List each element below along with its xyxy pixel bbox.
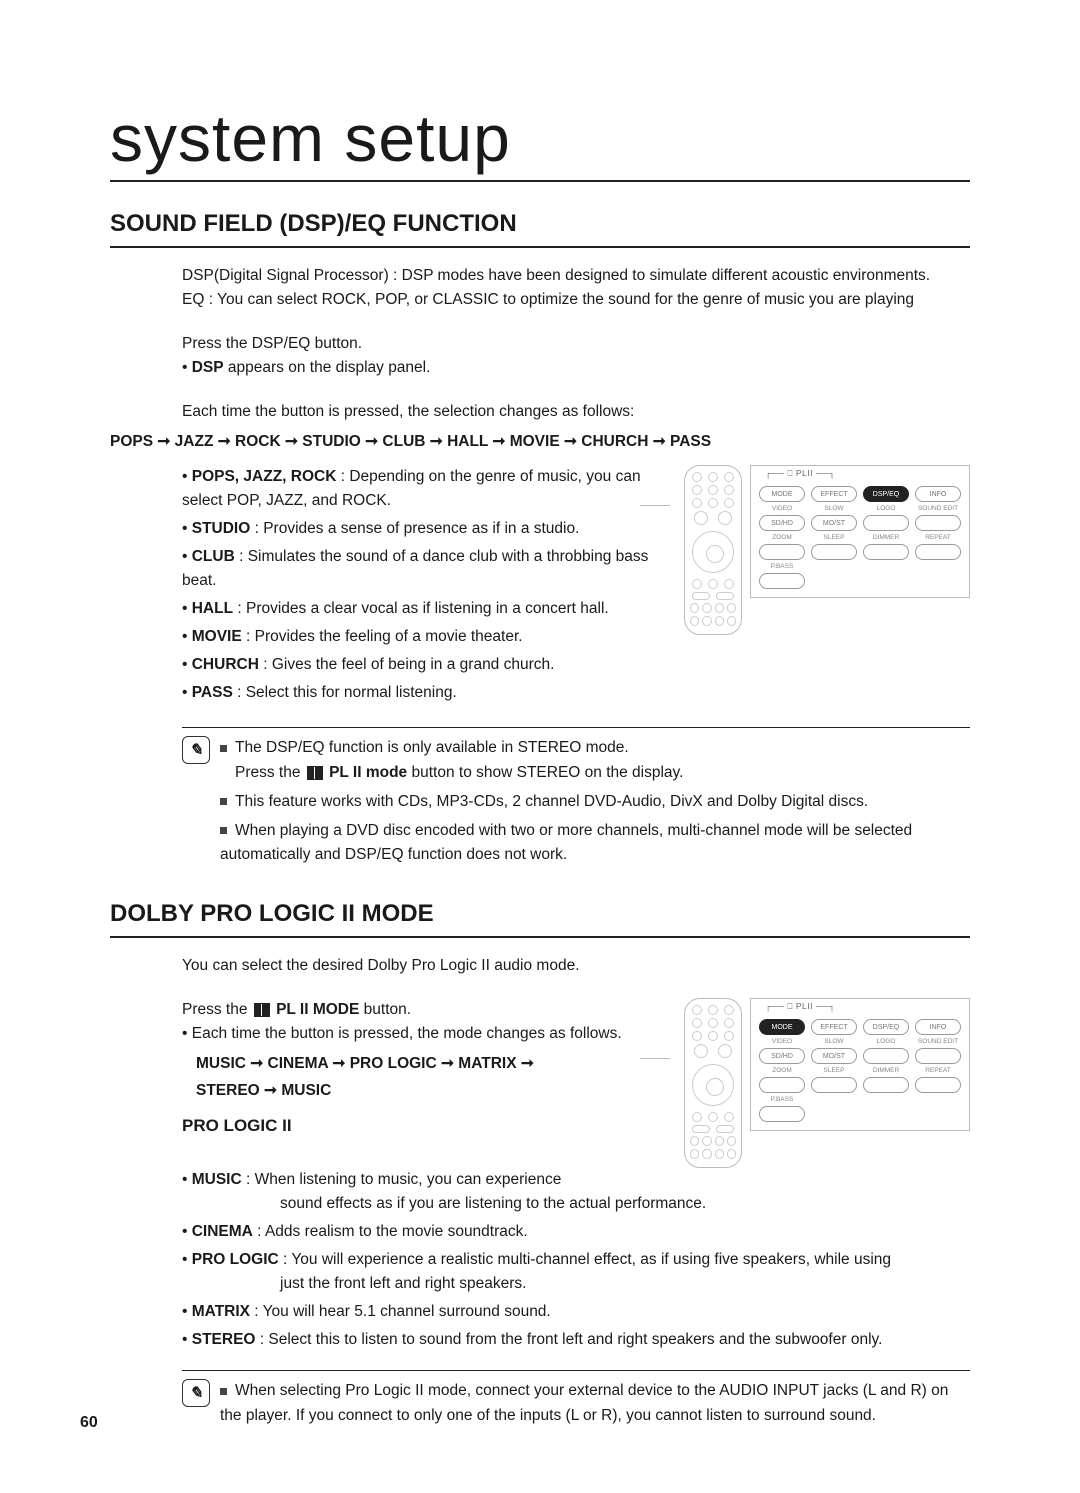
remote-illustration — [684, 998, 742, 1168]
intro-text-2: EQ : You can select ROCK, POP, or CLASSI… — [182, 288, 970, 312]
dolby-intro: You can select the desired Dolby Pro Log… — [182, 954, 970, 978]
mode-item: • STEREO : Select this to listen to soun… — [182, 1328, 970, 1352]
dolby-icon — [254, 1003, 270, 1017]
mode-item: • MATRIX : You will hear 5.1 channel sur… — [182, 1300, 970, 1324]
remote-button: INFO — [915, 486, 961, 502]
remote-button — [915, 1077, 961, 1093]
remote-button — [915, 1048, 961, 1064]
mode-item: • MOVIE : Provides the feeling of a movi… — [182, 625, 654, 649]
page-title: system setup — [110, 100, 970, 182]
step-text: Press the DSP/EQ button. — [182, 332, 970, 356]
remote-button: MODE — [759, 1019, 805, 1035]
zoom-bracket: ┌── ⎕ PLII ──┐ — [765, 1001, 835, 1012]
section-heading-dsp: SOUND FIELD (DSP)/EQ FUNCTION — [110, 210, 970, 248]
remote-illustration — [684, 465, 742, 635]
sub-heading-prologic: PRO LOGIC II — [182, 1116, 654, 1136]
page-number: 60 — [80, 1414, 98, 1432]
remote-zoom-panel-1: ┌── ⎕ PLII ──┐ MODEEFFECTDSP/EQINFOVIDEO… — [750, 465, 970, 598]
remote-button — [863, 1077, 909, 1093]
zoom-bracket: ┌── ⎕ PLII ──┐ — [765, 468, 835, 479]
remote-button — [863, 1048, 909, 1064]
leader-line — [640, 1058, 670, 1059]
remote-button: SD/HD — [759, 1048, 805, 1064]
note-item: When selecting Pro Logic II mode, connec… — [220, 1379, 970, 1429]
remote-button: SD/HD — [759, 515, 805, 531]
seq2-line2: STEREO ➞ MUSIC — [196, 1081, 654, 1100]
remote-button: DSP/EQ — [863, 1019, 909, 1035]
mode-item: • HALL : Provides a clear vocal as if li… — [182, 597, 654, 621]
mode-item: • PASS : Select this for normal listenin… — [182, 681, 654, 705]
each-time-text: Each time the button is pressed, the sel… — [182, 400, 970, 424]
remote-zoom-panel-2: ┌── ⎕ PLII ──┐ MODEEFFECTDSP/EQINFOVIDEO… — [750, 998, 970, 1131]
remote-button — [863, 544, 909, 560]
remote-button — [759, 1077, 805, 1093]
remote-button: MO/ST — [811, 515, 857, 531]
mode-sequence: POPS ➞ JAZZ ➞ ROCK ➞ STUDIO ➞ CLUB ➞ HAL… — [110, 432, 970, 451]
remote-button — [759, 1106, 805, 1122]
press-line: Press the PL II MODE button. — [182, 998, 654, 1022]
note-item: This feature works with CDs, MP3-CDs, 2 … — [220, 790, 970, 815]
note-icon: ✎ — [182, 1379, 210, 1407]
remote-button — [863, 515, 909, 531]
mode-item: • CINEMA : Adds realism to the movie sou… — [182, 1220, 970, 1244]
remote-button — [915, 515, 961, 531]
intro-text-1: DSP(Digital Signal Processor) : DSP mode… — [182, 264, 970, 288]
note-sub: Press the PL II mode button to show STER… — [235, 764, 683, 781]
dolby-icon — [307, 766, 323, 780]
remote-button — [811, 544, 857, 560]
leader-line — [640, 505, 670, 506]
dsp-appears: • DSP appears on the display panel. — [182, 356, 970, 380]
mode-item: • PRO LOGIC : You will experience a real… — [182, 1248, 970, 1296]
mode-item: • CHURCH : Gives the feel of being in a … — [182, 653, 654, 677]
remote-button — [759, 573, 805, 589]
mode-item: • MUSIC : When listening to music, you c… — [182, 1168, 970, 1216]
remote-button — [915, 544, 961, 560]
section-heading-dolby: DOLBY PRO LOGIC II MODE — [110, 900, 970, 938]
remote-button: INFO — [915, 1019, 961, 1035]
mode-item: • POPS, JAZZ, ROCK : Depending on the ge… — [182, 465, 654, 513]
dsp-label: DSP — [192, 359, 224, 376]
note-icon: ✎ — [182, 736, 210, 764]
remote-button — [759, 544, 805, 560]
remote-button — [811, 1077, 857, 1093]
remote-button: EFFECT — [811, 1019, 857, 1035]
mode-item: • STUDIO : Provides a sense of presence … — [182, 517, 654, 541]
remote-button: MODE — [759, 486, 805, 502]
mode-item: • CLUB : Simulates the sound of a dance … — [182, 545, 654, 593]
each-time-2: • Each time the button is pressed, the m… — [182, 1022, 654, 1046]
note-item: When playing a DVD disc encoded with two… — [220, 819, 970, 869]
dsp-text: appears on the display panel. — [224, 359, 431, 376]
remote-button: EFFECT — [811, 486, 857, 502]
remote-button: DSP/EQ — [863, 486, 909, 502]
note-item: The DSP/EQ function is only available in… — [220, 736, 970, 786]
seq2-line1: MUSIC ➞ CINEMA ➞ PRO LOGIC ➞ MATRIX ➞ — [196, 1054, 654, 1073]
remote-button: MO/ST — [811, 1048, 857, 1064]
